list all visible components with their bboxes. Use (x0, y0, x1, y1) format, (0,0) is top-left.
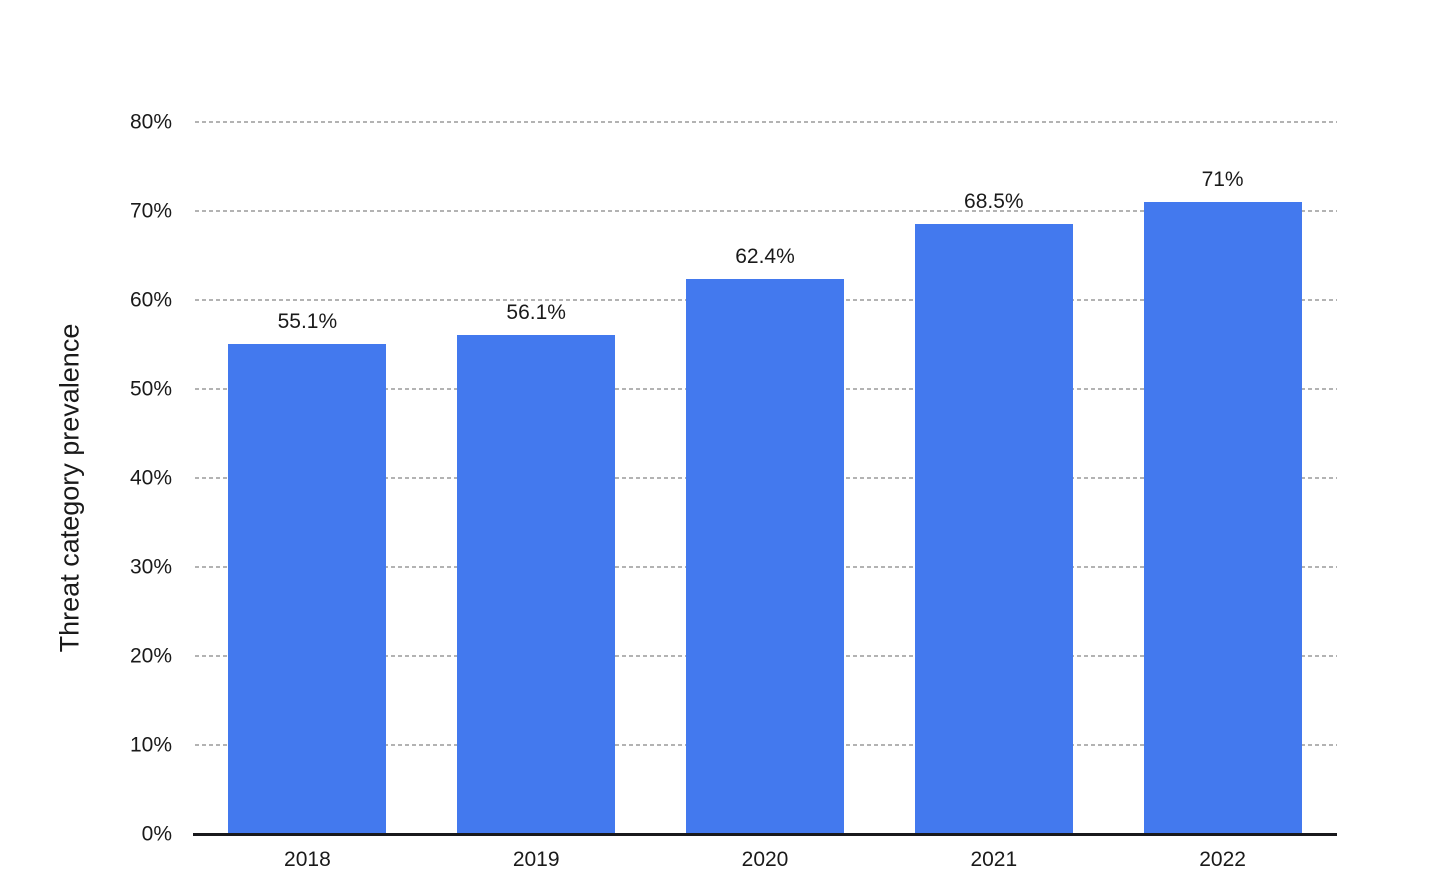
gridline (195, 210, 1337, 212)
plot-area: 55.1% 56.1% 62.4% 68.5% 71% (193, 121, 1337, 836)
y-tick-label: 10% (129, 733, 172, 757)
y-tick-label: 0% (141, 822, 172, 846)
bar-2019[interactable] (457, 334, 616, 834)
x-tick-label-2018: 2018 (284, 848, 331, 871)
x-tick-label-2022: 2022 (1199, 848, 1246, 871)
y-tick-label: 70% (129, 199, 172, 223)
bar-2020[interactable] (686, 278, 844, 834)
bar-value-label: 62.4% (735, 244, 795, 268)
bar-value-label: 71% (1201, 168, 1244, 192)
bar-value-label: 56.1% (506, 300, 566, 324)
bar-2018[interactable] (228, 343, 387, 834)
gridline (195, 121, 1337, 123)
bar-2021[interactable] (914, 224, 1073, 834)
y-axis-ticks: 0% 10% 20% 30% 40% 50% 60% 70% 80% (0, 112, 172, 845)
x-tick-label-2019: 2019 (512, 848, 560, 871)
x-tick-label-2020: 2020 (741, 848, 789, 871)
bar-2022[interactable] (1143, 202, 1302, 834)
y-tick-label: 50% (129, 377, 172, 401)
bar-value-label: 68.5% (964, 190, 1024, 214)
y-tick-label: 40% (129, 466, 172, 490)
x-axis-ticks: 2018 2019 2020 2021 2022 (193, 834, 1337, 884)
x-axis-line (193, 833, 1337, 836)
x-tick-label-2021: 2021 (970, 848, 1018, 871)
y-tick-label: 20% (129, 644, 172, 668)
y-tick-label: 30% (129, 555, 172, 579)
y-tick-label: 80% (129, 110, 172, 134)
y-tick-label: 60% (129, 288, 172, 312)
bar-value-label: 55.1% (277, 309, 338, 333)
